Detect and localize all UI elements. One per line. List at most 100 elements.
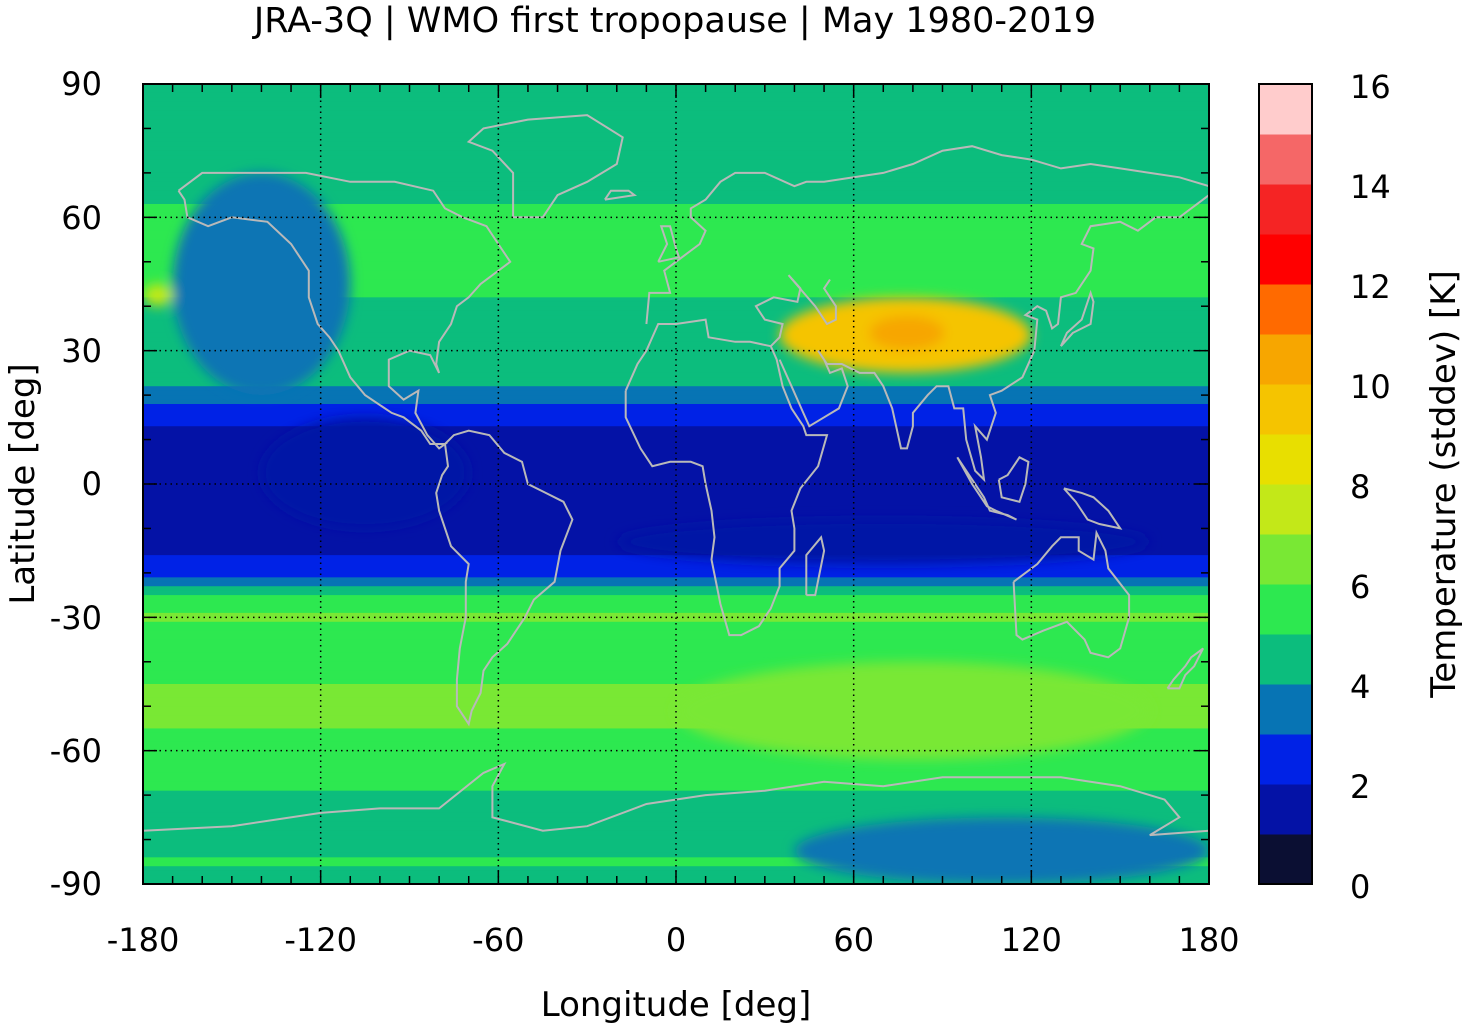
x-tick-label: 60 bbox=[833, 921, 874, 959]
zonal-band bbox=[143, 790, 1209, 796]
zonal-band bbox=[143, 661, 1209, 667]
zonal-band bbox=[143, 364, 1209, 370]
zonal-band bbox=[143, 497, 1209, 503]
zonal-band bbox=[143, 226, 1209, 232]
zonal-band bbox=[143, 457, 1209, 463]
minor-ticks bbox=[142, 83, 1210, 885]
zonal-band bbox=[143, 608, 1209, 614]
zonal-band bbox=[143, 590, 1209, 596]
zonal-band bbox=[143, 377, 1209, 383]
zonal-band bbox=[143, 266, 1209, 272]
feature-layer bbox=[143, 172, 1209, 884]
zonal-band bbox=[143, 701, 1209, 707]
colorbar-swatch bbox=[1259, 784, 1312, 835]
colorbar-tick-label: 14 bbox=[1350, 168, 1391, 206]
zonal-band bbox=[143, 110, 1209, 116]
zonal-band bbox=[143, 826, 1209, 832]
zonal-band bbox=[143, 746, 1209, 752]
x-tick-label: -60 bbox=[472, 921, 524, 959]
colorbar-tick-label: 0 bbox=[1350, 868, 1370, 906]
zonal-band bbox=[143, 319, 1209, 325]
colorbar-tick-label: 6 bbox=[1350, 568, 1370, 606]
zonal-band bbox=[143, 821, 1209, 827]
coastline bbox=[645, 145, 1209, 325]
zonal-band bbox=[143, 97, 1209, 103]
zonal-band bbox=[143, 795, 1209, 801]
zonal-band bbox=[143, 292, 1209, 298]
zonal-band bbox=[143, 190, 1209, 196]
chart-title: JRA-3Q | WMO first tropopause | May 1980… bbox=[252, 1, 1096, 41]
coastline bbox=[466, 114, 624, 219]
gridlines bbox=[143, 84, 1209, 884]
y-tick-label: 30 bbox=[61, 332, 102, 370]
coastline bbox=[1059, 289, 1095, 347]
coastline bbox=[177, 171, 512, 450]
colorbar-swatch bbox=[1259, 284, 1312, 335]
zonal-band bbox=[143, 732, 1209, 738]
zonal-band bbox=[143, 119, 1209, 125]
zonal-band bbox=[143, 755, 1209, 761]
field-feature bbox=[794, 817, 1209, 884]
colorbar-label: Temperature (stddev) [K] bbox=[1424, 270, 1464, 699]
zonal-band bbox=[143, 372, 1209, 378]
zonal-band bbox=[143, 195, 1209, 201]
zonal-band bbox=[143, 270, 1209, 276]
colorbar-swatch bbox=[1259, 484, 1312, 535]
colorbar-tick-label: 16 bbox=[1350, 68, 1391, 106]
zonal-band bbox=[143, 728, 1209, 734]
zonal-band bbox=[143, 595, 1209, 601]
coastline bbox=[754, 274, 837, 347]
zonal-band bbox=[143, 559, 1209, 565]
coastline bbox=[956, 456, 1017, 521]
colorbar-tick-label: 2 bbox=[1350, 768, 1370, 806]
field-feature-peak bbox=[869, 315, 945, 350]
zonal-band bbox=[143, 168, 1209, 174]
zonal-band bbox=[143, 630, 1209, 636]
x-axis-label: Longitude [deg] bbox=[541, 985, 812, 1025]
zonal-band bbox=[143, 666, 1209, 672]
x-tick-label: 0 bbox=[666, 921, 686, 959]
zonal-band bbox=[143, 568, 1209, 574]
zonal-band bbox=[143, 572, 1209, 578]
zonal-band bbox=[143, 341, 1209, 347]
zonal-band bbox=[143, 612, 1209, 618]
colorbar-swatch bbox=[1259, 384, 1312, 435]
zonal-band bbox=[143, 644, 1209, 650]
zonal-band bbox=[143, 337, 1209, 343]
zonal-band bbox=[143, 128, 1209, 134]
zonal-band bbox=[143, 359, 1209, 365]
coastline bbox=[1063, 487, 1123, 530]
zonal-band bbox=[143, 635, 1209, 641]
coastline bbox=[805, 535, 826, 597]
x-tick-label: -180 bbox=[107, 921, 180, 959]
colorbar-swatch bbox=[1259, 184, 1312, 235]
y-tick-label: 0 bbox=[82, 465, 102, 503]
zonal-band bbox=[143, 675, 1209, 681]
colorbar-swatch bbox=[1259, 584, 1312, 635]
zonal-band bbox=[143, 861, 1209, 867]
zonal-band bbox=[143, 772, 1209, 778]
colorbar-tick-label: 8 bbox=[1350, 468, 1370, 506]
zonal-band bbox=[143, 217, 1209, 223]
zonal-band bbox=[143, 257, 1209, 263]
zonal-band bbox=[143, 466, 1209, 472]
zonal-band bbox=[143, 657, 1209, 663]
zonal-band bbox=[143, 777, 1209, 783]
zonal-band bbox=[143, 124, 1209, 130]
zonal-band bbox=[143, 501, 1209, 507]
field-feature bbox=[261, 417, 469, 529]
zonal-band bbox=[143, 106, 1209, 112]
zonal-band bbox=[143, 844, 1209, 850]
colorbar-tick-label: 12 bbox=[1350, 268, 1391, 306]
zonal-band bbox=[143, 488, 1209, 494]
zonal-band bbox=[143, 688, 1209, 694]
zonal-band bbox=[143, 177, 1209, 183]
x-axis: -180 -120 -60 0 60 120 180 Longitude [de… bbox=[107, 921, 1240, 1025]
y-tick-label: 90 bbox=[61, 65, 102, 103]
zonal-band bbox=[143, 452, 1209, 458]
zonal-band bbox=[143, 141, 1209, 147]
zonal-band bbox=[143, 617, 1209, 623]
zonal-band bbox=[143, 421, 1209, 427]
zonal-band bbox=[143, 435, 1209, 441]
colorbar-swatches bbox=[1259, 84, 1312, 885]
